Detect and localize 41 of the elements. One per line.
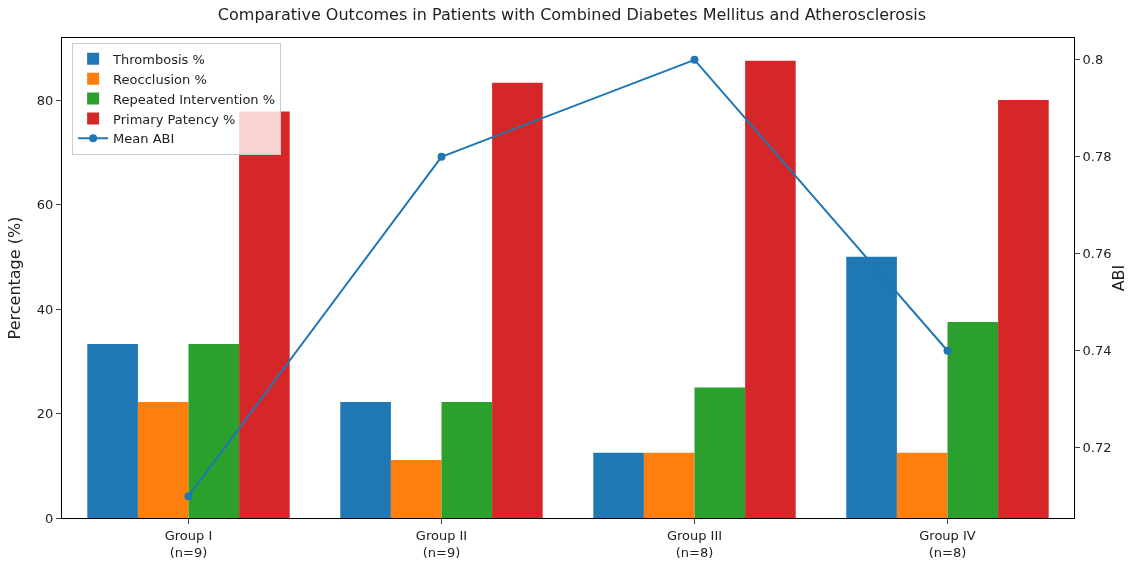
legend-label: Mean ABI <box>113 131 175 147</box>
y-tick-label: 20 <box>36 406 54 422</box>
bar <box>390 460 442 518</box>
x-tick-label: Group I (n=9) <box>164 527 213 560</box>
point <box>184 492 193 501</box>
bar <box>137 402 189 518</box>
bar <box>340 402 391 518</box>
bar <box>947 322 999 518</box>
bar <box>694 387 746 518</box>
point <box>437 152 446 161</box>
x-tick-label: Group II (n=9) <box>415 527 468 560</box>
bar <box>188 344 240 518</box>
y2-axis-title: ABI <box>1109 264 1128 292</box>
legend-label: Reocclusion % <box>113 71 207 87</box>
x-tick-label: Group III (n=8) <box>666 527 723 560</box>
y2-tick-label: 0.74 <box>1082 343 1112 359</box>
y-tick-label: 0 <box>45 510 54 526</box>
bar <box>593 452 644 518</box>
legend-label: Repeated Intervention % <box>113 91 276 107</box>
y2-tick-label: 0.76 <box>1082 246 1112 262</box>
bar <box>239 111 290 518</box>
bar <box>998 100 1049 518</box>
y-axis-title: Percentage (%) <box>5 216 24 340</box>
y2-tick-label: 0.78 <box>1082 149 1112 165</box>
y-tick-label: 80 <box>36 92 54 108</box>
x-tick-label: Group IV (n=8) <box>919 527 976 560</box>
point <box>690 55 699 64</box>
y-tick-label: 60 <box>36 197 54 213</box>
bar <box>87 344 138 518</box>
y2-tick-label: 0.8 <box>1082 52 1104 68</box>
bar <box>745 60 796 518</box>
bar <box>492 82 543 518</box>
y2-tick-label: 0.72 <box>1082 440 1112 456</box>
legend-label: Primary Patency % <box>113 111 236 127</box>
point <box>943 346 952 355</box>
y-tick-label: 40 <box>36 301 54 317</box>
bar <box>441 402 493 518</box>
bar <box>896 452 948 518</box>
bar <box>643 452 695 518</box>
legend-label: Thrombosis % <box>112 51 205 67</box>
chart-title: Comparative Outcomes in Patients with Combined Diabetes Mellitus and Atherosclerosis <box>217 4 927 24</box>
